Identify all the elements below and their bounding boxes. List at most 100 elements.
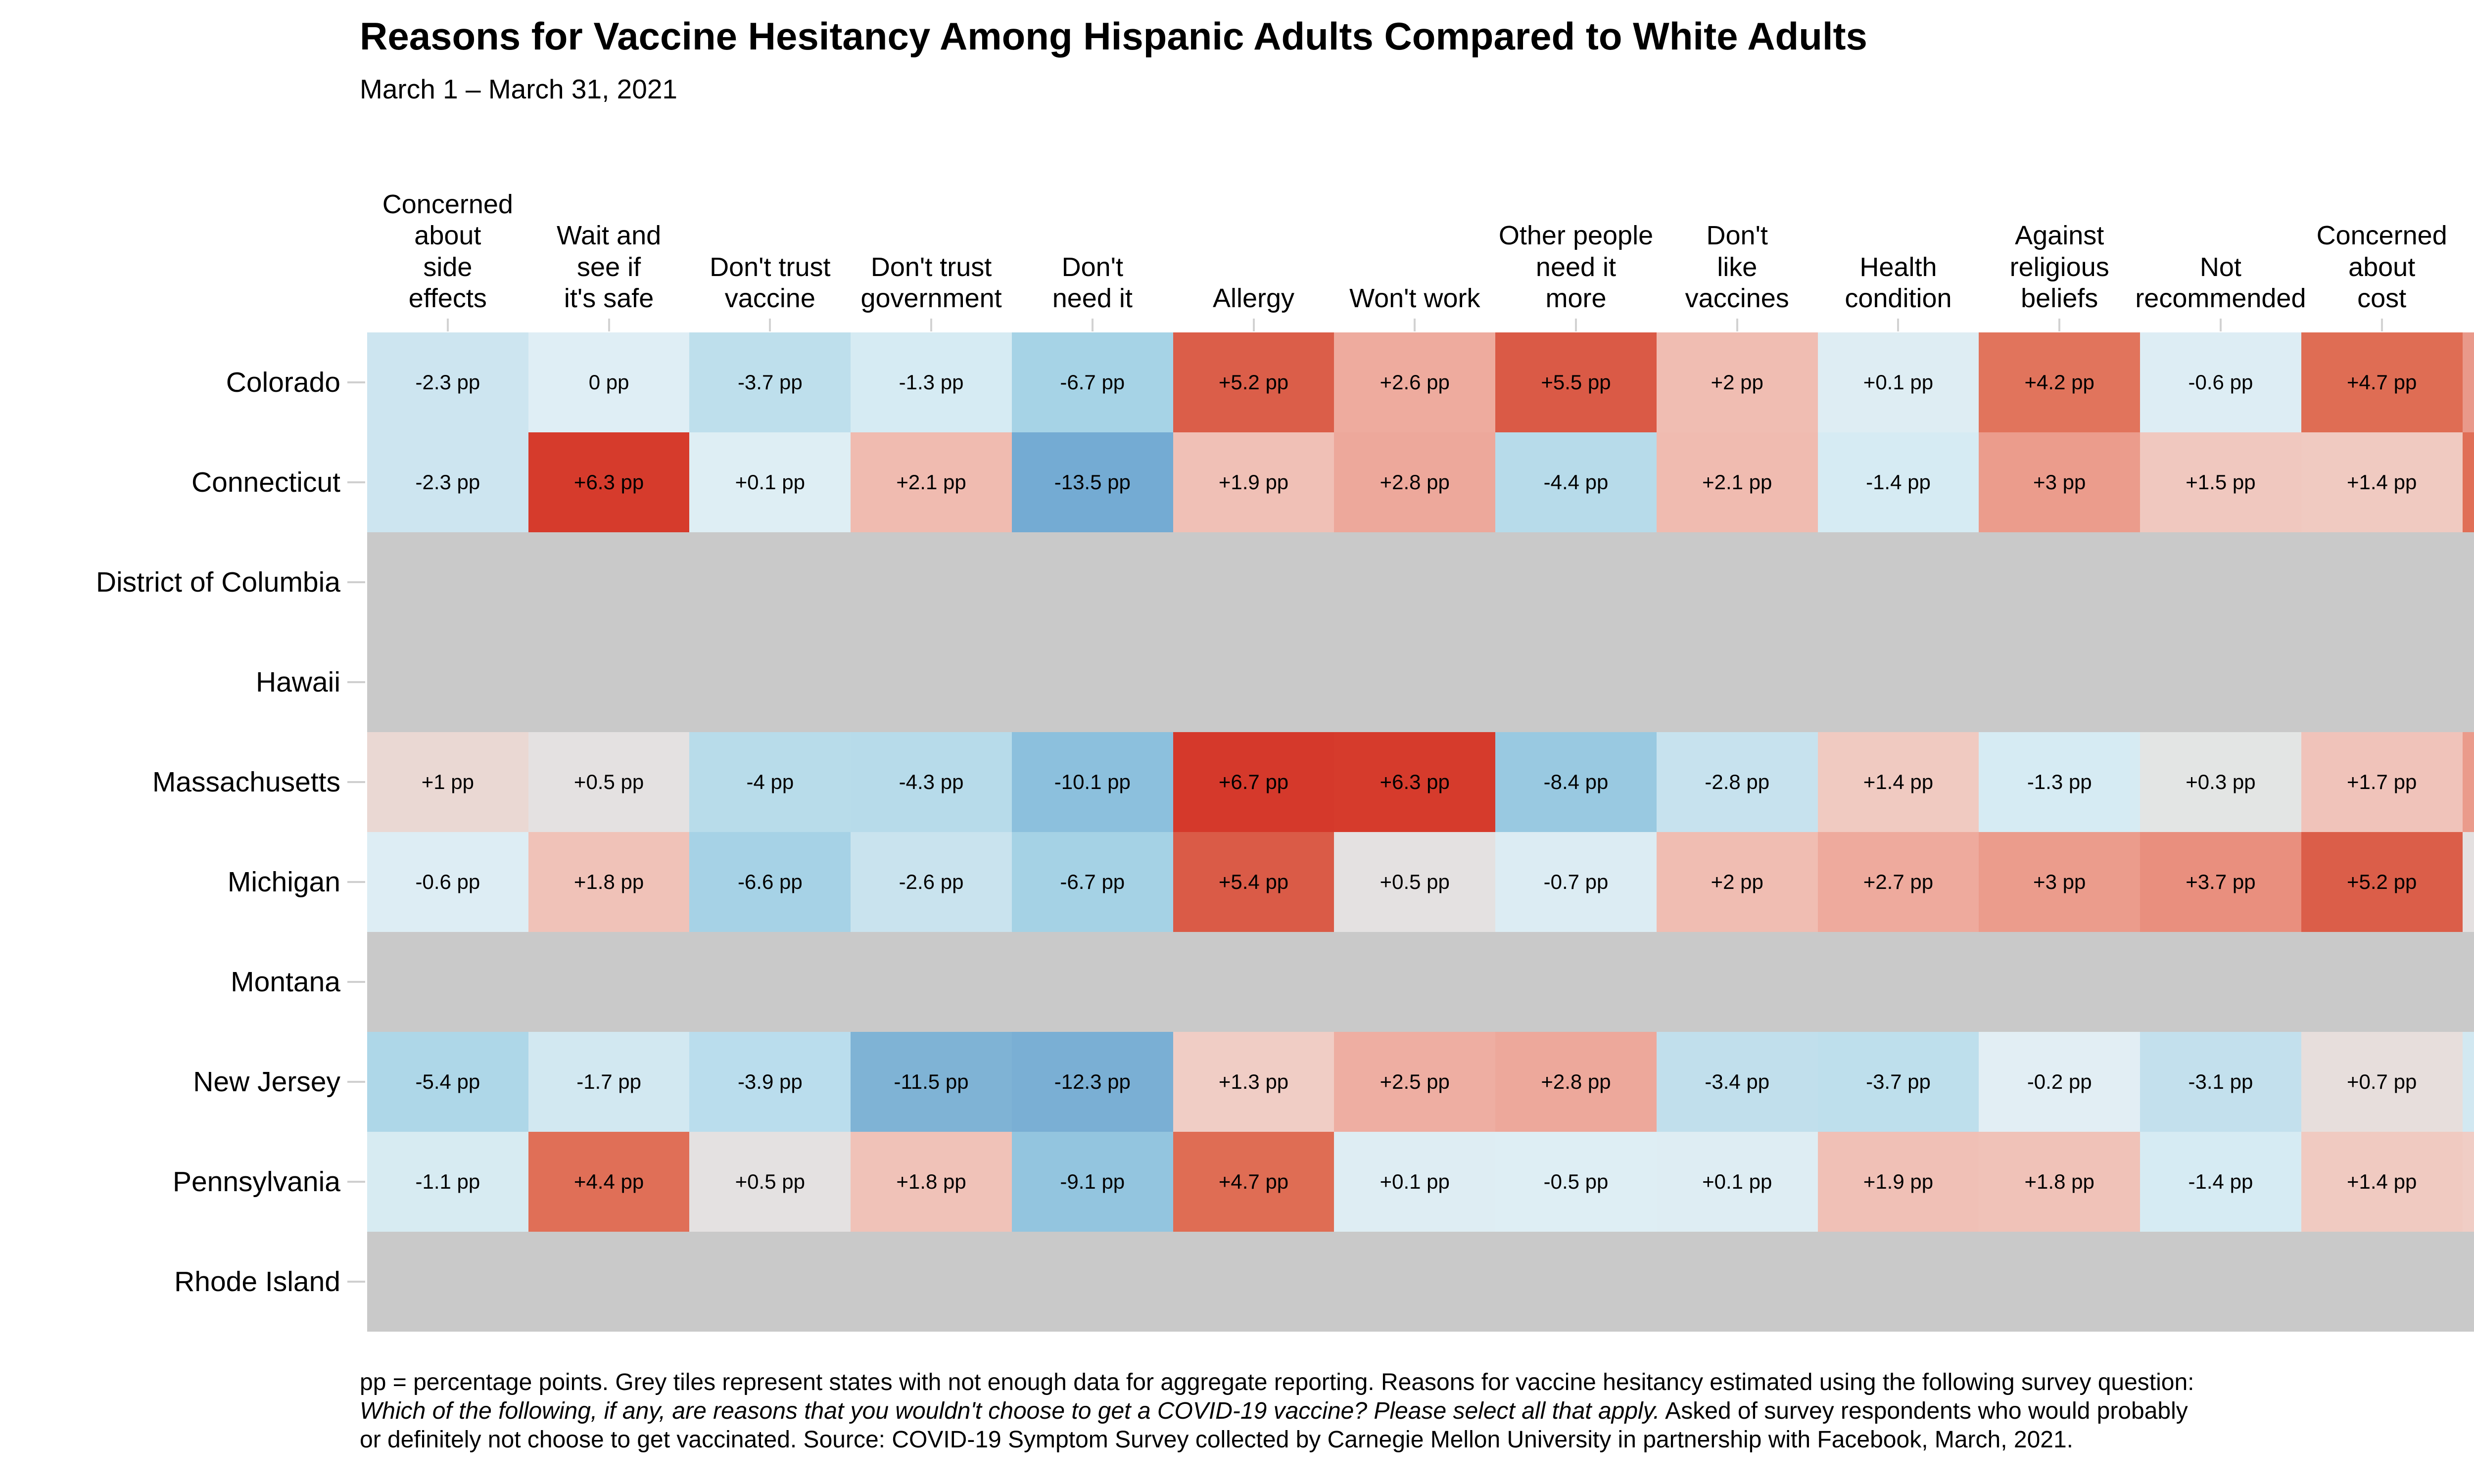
heatmap-cell: -1.4 pp xyxy=(2140,1132,2301,1232)
heatmap-cell: +5.4 pp xyxy=(1173,832,1334,932)
heatmap-cell: -13.5 pp xyxy=(1011,432,1173,532)
heatmap-cell: +1.8 pp xyxy=(851,1132,1012,1232)
row-label: Rhode Island xyxy=(174,1266,340,1298)
axis-tick xyxy=(446,319,449,331)
heatmap-cell: +3.5 pp xyxy=(2462,332,2474,432)
row-label: Connecticut xyxy=(191,466,340,498)
heatmap-cell: +4.7 pp xyxy=(1173,1132,1334,1232)
heatmap-cell: +4.4 pp xyxy=(2462,432,2474,532)
heatmap-cell: -4.3 pp xyxy=(851,732,1012,832)
heatmap-cell: +1.9 pp xyxy=(1173,432,1334,532)
footer-survey-question: Which of the following, if any, are reas… xyxy=(360,1398,1660,1425)
axis-tick xyxy=(347,1281,365,1283)
heatmap: -2.3 pp 0 pp -3.7 pp -1.3 pp -6.7 pp +5.2 pp +… xyxy=(367,332,2474,1332)
row-label: Pennsylvania xyxy=(172,1166,340,1198)
heatmap-cell: +0.7 pp xyxy=(2301,1032,2463,1132)
heatmap-cell: +0.5 pp xyxy=(1334,832,1496,932)
na-row-band xyxy=(367,632,2474,732)
heatmap-cell: -0.6 pp xyxy=(2140,332,2301,432)
heatmap-cell: -6.7 pp xyxy=(1011,832,1173,932)
page-subtitle: March 1 – March 31, 2021 xyxy=(360,74,678,104)
heatmap-cell: +1.3 pp xyxy=(2462,1132,2474,1232)
na-row-band xyxy=(367,532,2474,632)
axis-tick xyxy=(347,1181,365,1183)
heatmap-cell: -9.1 pp xyxy=(1011,1132,1173,1232)
axis-tick xyxy=(347,1081,365,1083)
heatmap-cell: -0.5 pp xyxy=(1495,1132,1657,1232)
heatmap-cell: +2.1 pp xyxy=(1656,432,1818,532)
axis-tick xyxy=(1252,319,1255,331)
heatmap-cell: +4.4 pp xyxy=(528,1132,690,1232)
heatmap-cell: -1.7 pp xyxy=(2462,1032,2474,1132)
heatmap-cell: +1.5 pp xyxy=(2140,432,2301,532)
column-header: Not recommended xyxy=(2135,252,2306,313)
heatmap-cell: -10.1 pp xyxy=(1011,732,1173,832)
axis-tick xyxy=(2058,319,2061,331)
heatmap-cell: -2.6 pp xyxy=(851,832,1012,932)
heatmap-cell: +1.4 pp xyxy=(2301,432,2463,532)
heatmap-cell: +2.1 pp xyxy=(851,432,1012,532)
heatmap-cell: +2.8 pp xyxy=(1334,432,1496,532)
row-label: Montana xyxy=(231,966,340,998)
footer-line-2-rest: Asked of survey respondents who would pr… xyxy=(1660,1398,2188,1425)
heatmap-cell: +1.8 pp xyxy=(528,832,690,932)
column-header: Concerned about cost xyxy=(2316,221,2447,313)
heatmap-cell: +2 pp xyxy=(1656,332,1818,432)
heatmap-cell: +5.2 pp xyxy=(1173,332,1334,432)
heatmap-cell: -3.9 pp xyxy=(689,1032,851,1132)
heatmap-cell: -3.7 pp xyxy=(689,332,851,432)
heatmap-cell: +0.1 pp xyxy=(689,432,851,532)
heatmap-cell: -12.3 pp xyxy=(1011,1032,1173,1132)
heatmap-cell: +6.3 pp xyxy=(528,432,690,532)
heatmap-cell: +1.7 pp xyxy=(2301,732,2463,832)
heatmap-cell: +0.3 pp xyxy=(2140,732,2301,832)
heatmap-cell: +0.1 pp xyxy=(1656,1132,1818,1232)
heatmap-cell: +2.7 pp xyxy=(1817,832,1979,932)
heatmap-cell: -8.4 pp xyxy=(1495,732,1657,832)
heatmap-cell: +4.2 pp xyxy=(1979,332,2141,432)
axis-tick xyxy=(347,481,365,483)
row-label: New Jersey xyxy=(193,1066,340,1098)
column-header: Wait and see if it's safe xyxy=(557,221,662,313)
heatmap-cell: +2.8 pp xyxy=(1495,1032,1657,1132)
heatmap-cell: -0.2 pp xyxy=(1979,1032,2141,1132)
axis-tick xyxy=(1736,319,1738,331)
heatmap-cell: +2.6 pp xyxy=(1334,332,1496,432)
heatmap-cell: +1 pp xyxy=(367,732,528,832)
row-label: District of Columbia xyxy=(95,566,340,598)
column-header: Don't trust government xyxy=(860,252,1002,313)
axis-tick xyxy=(347,781,365,783)
page-title: Reasons for Vaccine Hesitancy Among Hisp… xyxy=(360,14,1867,58)
heatmap-cell: -1.7 pp xyxy=(528,1032,690,1132)
na-row-band xyxy=(367,932,2474,1032)
heatmap-cell: +0.5 pp xyxy=(528,732,690,832)
column-header: Other people need it more xyxy=(1498,221,1654,313)
na-row-band xyxy=(367,1232,2474,1332)
heatmap-cell: +4.7 pp xyxy=(2301,332,2463,432)
heatmap-cell: -2.8 pp xyxy=(1656,732,1818,832)
footer-line-1: pp = percentage points. Grey tiles repre… xyxy=(360,1369,2194,1395)
heatmap-cell: -6.6 pp xyxy=(689,832,851,932)
column-header: Won't work xyxy=(1349,283,1480,313)
heatmap-cell: +6.7 pp xyxy=(1173,732,1334,832)
heatmap-cell: +0.1 pp xyxy=(1334,1132,1496,1232)
column-header: Health condition xyxy=(1845,252,1952,313)
axis-tick xyxy=(2380,319,2383,331)
heatmap-cell: -5.4 pp xyxy=(367,1032,528,1132)
heatmap-cell: -3.4 pp xyxy=(1656,1032,1818,1132)
heatmap-cell: +1.9 pp xyxy=(1817,1132,1979,1232)
heatmap-cell: -1.1 pp xyxy=(367,1132,528,1232)
heatmap-cell: +0.1 pp xyxy=(1817,332,1979,432)
heatmap-cell: -0.6 pp xyxy=(367,832,528,932)
axis-tick xyxy=(347,981,365,983)
heatmap-cell: +1.3 pp xyxy=(1173,1032,1334,1132)
row-label: Massachusetts xyxy=(152,766,340,798)
footer-note: pp = percentage points. Grey tiles repre… xyxy=(360,1368,2194,1454)
heatmap-cell: -1.3 pp xyxy=(851,332,1012,432)
axis-tick xyxy=(1091,319,1094,331)
axis-tick xyxy=(1575,319,1577,331)
heatmap-cell: +5.5 pp xyxy=(1495,332,1657,432)
footer-line-3: or definitely not choose to get vaccinat… xyxy=(360,1427,2074,1453)
heatmap-cell: -6.7 pp xyxy=(1011,332,1173,432)
heatmap-cell: +2.5 pp xyxy=(1334,1032,1496,1132)
